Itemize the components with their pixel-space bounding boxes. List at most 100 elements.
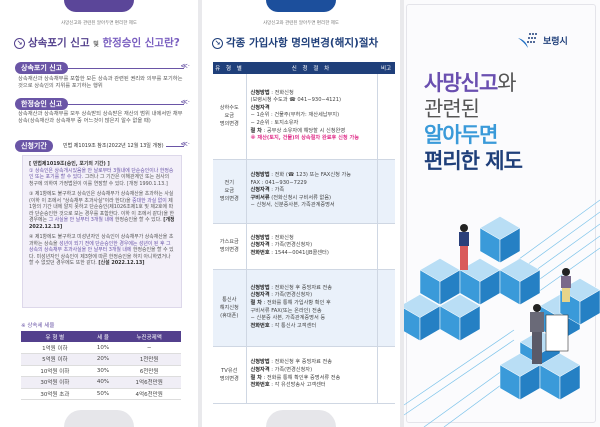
procedure-line: 신청자격 : 가족(변경신청자) [250, 292, 313, 299]
decorative-circle [64, 410, 134, 427]
procedure-line: 신청자격 : 가족 [250, 187, 285, 194]
type-label: 요금 [224, 113, 235, 120]
type-label: 해지신청 [219, 304, 239, 311]
table-row: 5억원 이하 20% 1천만원 [21, 353, 181, 366]
table-cell: 30% [88, 365, 118, 377]
procedure-cell: 신청방법 : 전화신청 신청자격 : 가족(변경신청자) 전화번호 : 1544−0… [246, 223, 378, 270]
table-cell: 40% [88, 376, 118, 389]
table-cell: 20% [88, 353, 118, 366]
section-label: 신청기간 [15, 140, 53, 152]
cube [579, 289, 600, 326]
procedure-line: 신청방법 : 전화신청 후 증빙자료 전송 [250, 359, 333, 366]
city-emblem-icon [518, 33, 537, 48]
type-label: 명의변경 [219, 196, 239, 202]
procedure-line: 전화번호 : 각 유선방송사 고객센터 [250, 382, 326, 389]
procedure-line: 신청방법 : 전화신청 [250, 89, 294, 96]
procedure-line: 전화번호 : 1544−0041(JB콜센터) [250, 249, 329, 256]
column-header: 비고 [377, 62, 395, 74]
cube [559, 364, 581, 401]
table-cell: 4억6천만원 [117, 388, 181, 400]
procedure-table: 유 형 별 신 청 절 차 비고 상하수도 요금 명의변경 신청방법 : 전화신청 (보… [213, 62, 395, 404]
procedure-line: 구비서류 (전화신청시 구비서류 없음) [250, 194, 332, 201]
table-row: 30억원 초과 50% 4억6천만원 [21, 388, 181, 400]
section-label: 상속포기 신고 [15, 62, 69, 74]
table-cell: 10억원 이하 [21, 365, 89, 377]
procedure-line: 절 차 : 전화를 통해 가입사항 확인 후 [250, 299, 331, 306]
procedure-line: 신청방법 : 전화신청 후 증빙자료 전송 [250, 284, 333, 291]
column-header: 신 청 절 차 [246, 62, 377, 74]
type-label: TV유선 [221, 367, 238, 374]
procedure-line: 신청방법 : 전화 (☎ 123) 또는 FAX신청 가능 [250, 172, 352, 179]
arrow-circle-icon: ↘ [212, 37, 223, 49]
decorative-semicircle [64, 0, 134, 12]
decorative-circle [266, 410, 336, 427]
section-text: 상속재산과 상속채무를 모두 상속받되 상속받은 재산의 범위 내에서만 채무 … [18, 111, 183, 124]
type-label: 명의변경 [219, 247, 239, 253]
cube [459, 305, 481, 342]
civil-law-box: [ 민법제1019조(승인, 포기의 기간) ] ① 상속인은 상속개시있음을 안… [22, 155, 182, 308]
procedure-cell: 신청방법 : 전화신청 후 증빙자료 전송 신청자격 : 가족(변경신청자) 절 차… [246, 269, 378, 347]
chevron-icon: ≪· [180, 140, 190, 148]
type-label: 전기 [224, 180, 235, 186]
table-cell: 30억원 이하 [21, 376, 89, 389]
table-cell: 1억원 이하 [21, 342, 89, 354]
page-title: ↘ 각종 가입사항 명의변경(해지)절차 [212, 35, 378, 50]
type-cell: 통신사 해지신청 (휴대폰) [213, 269, 247, 347]
table-cell: 5억원 이하 [21, 353, 89, 366]
column-header: 유 형 별 [213, 62, 246, 74]
chevron-icon: ≪· [180, 62, 190, 70]
procedure-line: − 1순위 : 건물주(무허가: 재산세납부지) [250, 112, 340, 119]
procedure-cell: 신청방법 : 전화 (☎ 123) 또는 FAX신청 가능 FAX : 041−… [246, 159, 378, 224]
cover-title: 사망신고와 관련된 알아두면 편리한 제도 [424, 71, 523, 173]
cube [519, 269, 541, 306]
person-icon [459, 224, 571, 364]
procedure-line: 신청방법 : 전화신청 [250, 234, 294, 241]
section-note: 민법 제1019조 참조(2022년 12월 13일 개정) [63, 142, 166, 149]
inheritance-panel: 사망신고와 관련된 알아두면 편리한 제도 ↘ 상속포기 신고 및 한정승인 신고… [0, 0, 198, 427]
procedure-line: (보령시청 수도과 ☎ 041−930−4121) [250, 97, 342, 104]
procedure-line: − 신분증 사본, 가족관계증명서 등 [250, 315, 326, 322]
decorative-semicircle [266, 0, 336, 12]
remarks-cell [377, 74, 395, 160]
chevron-icon: ≪· [180, 98, 190, 106]
logo-text: 보령시 [543, 36, 568, 47]
type-label: (휴대폰) [220, 312, 239, 319]
cube [499, 227, 521, 264]
procedure-line: − 2순위 : 토지소유자 [250, 120, 299, 127]
table-cell: 1천만원 [117, 353, 181, 366]
arrow-circle-icon: ↘ [14, 37, 25, 49]
table-row: 상하수도 요금 명의변경 신청방법 : 전화신청 (보령시청 수도과 ☎ 041−930… [213, 74, 395, 160]
type-label: 명의변경 [219, 375, 239, 382]
procedure-line: 구비서류 FAX(또는 온라인) 전송 [250, 307, 322, 314]
procedure-cell: 신청방법 : 전화신청 후 증빙자료 전송 신청자격 : 가족(변경신청자) 절 차… [246, 346, 378, 404]
warning-note: ※ 재산(토지, 건물)의 상속절차 완료후 신청 가능 [250, 135, 360, 142]
tax-rate-table: 유 형 별 세 율 누진공제액 1억원 이하 10% −5억원 이하 20% 1천만원 1… [21, 331, 181, 400]
table-row: 10억원 이하 30% 6천만원 [21, 365, 181, 377]
table-cell: 30억원 초과 [21, 388, 89, 400]
procedure-line: FAX : 041−930−7229 [250, 179, 307, 186]
table-row: 통신사 해지신청 (휴대폰) 신청방법 : 전화신청 후 증빙자료 전송 신청자격 : … [213, 269, 395, 347]
table-cell: − [117, 342, 181, 354]
section-label: 한정승인 신고 [15, 98, 69, 110]
table-row: 1억원 이하 10% − [21, 342, 181, 354]
type-cell: TV유선 명의변경 [213, 346, 247, 404]
column-header: 유 형 별 [21, 331, 89, 342]
page-title: ↘ 상속포기 신고 및 한정승인 신고란? [14, 35, 180, 50]
type-label: 가스요금 [219, 239, 239, 245]
section-text: 상속재산과 상속채무를 포함한 모든 상속과 관련된 권리와 의무를 포기하는 … [18, 76, 183, 89]
procedure-line: 신청자격 [250, 104, 270, 111]
column-header: 누진공제액 [117, 331, 181, 342]
type-cell: 상하수도 요금 명의변경 [213, 74, 247, 160]
procedure-line: − 신청서, 신분증사본, 가족관계증명서 [250, 202, 335, 209]
procedure-line: 절 차 : 공부상 소유자에 해당할 시 신청완영 [250, 127, 346, 134]
table-row: 30억원 이하 40% 1억6천만원 [21, 376, 181, 389]
type-label: 통신사 [222, 296, 237, 303]
procedure-cell: 신청방법 : 전화신청 (보령시청 수도과 ☎ 041−930−4121) 신청자격… [246, 74, 378, 160]
type-label: 명의변경 [219, 121, 239, 128]
remarks-cell [377, 223, 395, 270]
table-row: 전기 요금 명의변경 신청방법 : 전화 (☎ 123) 또는 FAX신청 가능 FA… [213, 159, 395, 224]
panel-subtitle: 사망신고와 관련된 알아두면 편리한 제도 [262, 21, 340, 26]
column-header: 세 율 [88, 331, 118, 342]
remarks-cell [377, 346, 395, 404]
